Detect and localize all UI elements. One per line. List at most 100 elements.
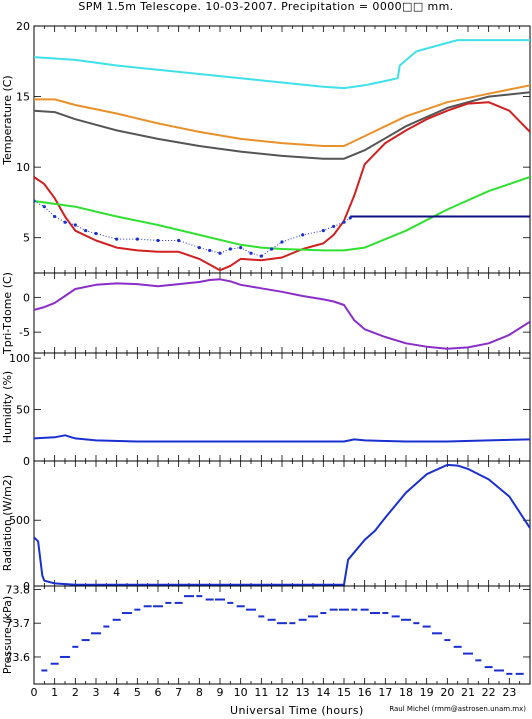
data-point — [267, 618, 276, 621]
author-credit: Raul Michel (rmm@astrosen.unam.mx) — [389, 705, 526, 713]
series-line-red — [34, 101, 530, 272]
data-point — [475, 659, 482, 662]
data-point — [332, 224, 336, 229]
series-line-blue — [34, 434, 530, 443]
data-point — [413, 622, 420, 625]
data-point — [156, 238, 160, 243]
data-point — [143, 605, 152, 608]
data-point — [196, 595, 203, 598]
series-line-purple — [34, 278, 530, 350]
data-point — [246, 608, 256, 611]
x-tick-label: 8 — [196, 686, 203, 699]
data-point — [298, 618, 307, 621]
y-tick-label: 20 — [16, 20, 30, 33]
data-point — [60, 655, 70, 658]
data-point — [463, 652, 473, 655]
y-axis-label: Tpri-Tdome (C) — [1, 272, 14, 355]
data-point — [184, 595, 194, 598]
data-point — [81, 639, 90, 642]
data-point — [215, 598, 225, 601]
x-tick-label: 12 — [275, 686, 289, 699]
data-point — [484, 666, 493, 669]
panel-frame-2 — [33, 352, 531, 462]
y-tick-label: 50 — [16, 404, 30, 417]
x-tick-label: 10 — [234, 686, 248, 699]
data-point — [401, 618, 411, 621]
panel-frame-4 — [33, 585, 531, 685]
data-point — [277, 622, 287, 625]
data-point — [153, 605, 163, 608]
data-point — [236, 605, 245, 608]
y-axis-label: Pressure (kPa) — [1, 596, 14, 674]
x-tick-label: 3 — [93, 686, 100, 699]
y-tick-label: 5 — [23, 232, 30, 245]
data-point — [422, 625, 431, 628]
y-tick-label: 15 — [16, 91, 30, 104]
data-point — [50, 662, 59, 665]
data-point — [165, 601, 172, 604]
data-point — [444, 639, 451, 642]
data-point — [103, 625, 110, 628]
y-tick-label: 0 — [23, 580, 30, 593]
y-axis-label: Radiation (W/m2) — [1, 475, 14, 571]
x-tick-label: 20 — [440, 686, 454, 699]
y-tick-label: -5 — [19, 326, 30, 339]
x-tick-label: 2 — [72, 686, 79, 699]
x-tick-label: 22 — [482, 686, 496, 699]
data-point — [208, 248, 212, 253]
y-tick-label: 500 — [9, 514, 30, 527]
x-tick-label: 9 — [217, 686, 224, 699]
x-tick-label: 7 — [175, 686, 182, 699]
data-point — [197, 245, 201, 250]
x-tick-label: 21 — [461, 686, 475, 699]
data-point — [494, 669, 504, 672]
series-line-green — [34, 176, 530, 252]
data-point — [258, 615, 265, 618]
y-tick-label: 100 — [9, 352, 30, 365]
data-point — [329, 608, 338, 611]
y-tick-label: 10 — [16, 161, 30, 174]
x-tick-label: 18 — [399, 686, 413, 699]
x-tick-label: 0 — [31, 686, 38, 699]
panel-frame-0 — [33, 25, 531, 274]
y-tick-label: 0 — [23, 455, 30, 468]
data-point — [360, 608, 369, 611]
data-point — [122, 612, 132, 615]
y-tick-label: 73.6 — [6, 651, 31, 664]
data-point — [320, 612, 327, 615]
y-tick-label: 0 — [23, 291, 30, 304]
data-point — [453, 645, 462, 648]
x-axis-label: Universal Time (hours) — [230, 704, 364, 717]
panel-frame-3 — [33, 460, 531, 587]
data-point — [370, 612, 380, 615]
x-tick-label: 11 — [254, 686, 268, 699]
data-point — [339, 608, 349, 611]
data-point — [72, 645, 79, 648]
x-tick-label: 17 — [378, 686, 392, 699]
data-point — [515, 672, 524, 675]
x-tick-label: 14 — [316, 686, 330, 699]
data-point — [391, 615, 400, 618]
data-point — [348, 216, 352, 220]
data-point — [94, 231, 98, 236]
x-tick-label: 16 — [358, 686, 372, 699]
data-point — [227, 601, 234, 604]
data-point — [42, 205, 46, 209]
x-tick-label: 4 — [113, 686, 120, 699]
chart-title: SPM 1.5m Telescope. 10-03-2007. Precipit… — [78, 0, 454, 13]
data-point — [174, 601, 183, 604]
data-point — [115, 237, 119, 241]
data-point — [91, 632, 101, 635]
data-point — [177, 238, 181, 243]
y-tick-label: 73.7 — [6, 617, 31, 630]
series-line-orange — [34, 84, 530, 147]
data-point — [308, 615, 318, 618]
data-point — [135, 237, 139, 241]
data-point — [382, 612, 389, 615]
x-tick-label: 6 — [155, 686, 162, 699]
x-tick-label: 15 — [337, 686, 351, 699]
data-point — [506, 672, 513, 675]
y-axis-label: Humidity (%) — [1, 371, 14, 443]
series-line-blue — [34, 463, 530, 586]
